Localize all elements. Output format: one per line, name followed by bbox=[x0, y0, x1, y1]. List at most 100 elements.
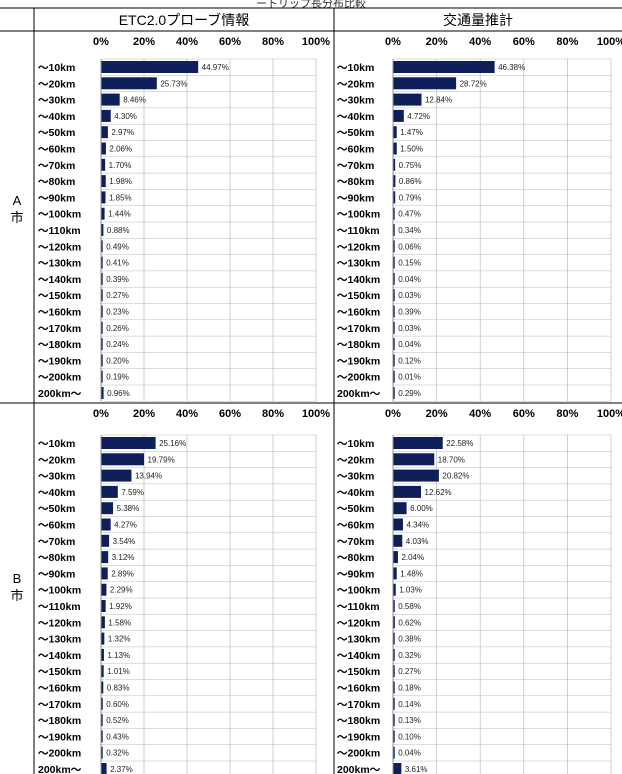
x-tick-label: 40% bbox=[469, 36, 491, 48]
data-label: 0.04% bbox=[398, 340, 421, 349]
data-label: 0.12% bbox=[398, 356, 421, 365]
bar bbox=[393, 616, 395, 629]
category-label: ～150km bbox=[38, 290, 81, 302]
bar bbox=[393, 175, 396, 188]
data-label: 2.29% bbox=[110, 586, 133, 595]
data-label: 25.73% bbox=[160, 79, 187, 88]
x-tick-label: 80% bbox=[556, 36, 578, 48]
row-label-a-line1: A bbox=[12, 193, 22, 208]
data-label: 0.47% bbox=[398, 210, 421, 219]
category-label: ～140km bbox=[38, 274, 81, 286]
category-label: ～90km bbox=[38, 192, 75, 204]
x-tick-label: 20% bbox=[426, 408, 448, 420]
category-label: ～30km bbox=[38, 95, 75, 107]
data-label: 2.97% bbox=[111, 128, 134, 137]
data-label: 0.06% bbox=[398, 242, 421, 251]
bar bbox=[101, 321, 103, 334]
bar bbox=[393, 387, 395, 399]
bar bbox=[101, 600, 106, 612]
category-label: ～180km bbox=[337, 339, 380, 351]
bar bbox=[393, 567, 397, 580]
category-label: ～80km bbox=[337, 176, 374, 188]
category-label: ～190km bbox=[38, 355, 81, 367]
data-label: 0.52% bbox=[106, 716, 129, 725]
category-label: ～70km bbox=[38, 536, 75, 548]
row-label-b: B 市 bbox=[0, 570, 34, 604]
data-label: 0.34% bbox=[398, 226, 421, 235]
category-label: ～160km bbox=[38, 307, 81, 319]
bar bbox=[101, 387, 104, 399]
bar bbox=[101, 207, 105, 220]
data-label: 3.61% bbox=[405, 765, 428, 774]
data-label: 1.01% bbox=[107, 667, 130, 676]
data-label: 0.10% bbox=[398, 732, 421, 741]
chart-panel-2: 0% 20% 40% 60% 80% 100% ～10km 25.16% ～20km 19.79%… bbox=[38, 408, 330, 774]
x-tick-label: 0% bbox=[385, 408, 401, 420]
category-label: ～20km bbox=[337, 78, 374, 90]
data-label: 0.26% bbox=[106, 324, 129, 333]
category-label: ～20km bbox=[337, 454, 374, 466]
category-label: ～50km bbox=[38, 127, 75, 139]
data-label: 0.58% bbox=[398, 602, 421, 611]
category-label: 200km～ bbox=[38, 388, 82, 400]
data-label: 1.85% bbox=[109, 193, 132, 202]
category-label: ～50km bbox=[38, 503, 75, 515]
data-label: 0.27% bbox=[106, 291, 129, 300]
column-header-etc: ETC2.0プローブ情報 bbox=[118, 12, 250, 28]
bar bbox=[393, 354, 395, 367]
bar bbox=[101, 534, 110, 547]
x-tick-label: 100% bbox=[597, 36, 622, 48]
data-label: 28.72% bbox=[460, 79, 487, 88]
bar bbox=[393, 485, 422, 498]
bar bbox=[393, 534, 403, 547]
category-label: ～120km bbox=[38, 241, 81, 253]
bar bbox=[393, 583, 396, 596]
bar bbox=[393, 61, 495, 73]
data-label: 7.59% bbox=[121, 488, 144, 497]
data-label: 1.92% bbox=[109, 602, 132, 611]
data-label: 13.94% bbox=[135, 472, 162, 481]
data-label: 0.27% bbox=[398, 667, 421, 676]
category-label: ～30km bbox=[337, 95, 374, 107]
category-label: ～200km bbox=[38, 372, 81, 384]
category-label: ～140km bbox=[38, 650, 81, 662]
bar bbox=[393, 518, 403, 531]
data-label: 4.03% bbox=[406, 537, 429, 546]
data-label: 0.79% bbox=[399, 193, 422, 202]
bar bbox=[393, 648, 395, 661]
data-label: 0.04% bbox=[398, 275, 421, 284]
data-label: 1.47% bbox=[400, 128, 423, 137]
data-label: 2.06% bbox=[109, 145, 132, 154]
category-label: ～90km bbox=[337, 192, 374, 204]
category-label: ～170km bbox=[337, 699, 380, 711]
bar bbox=[393, 338, 395, 351]
bar bbox=[393, 697, 395, 710]
bar bbox=[101, 158, 106, 171]
x-tick-label: 0% bbox=[93, 408, 109, 420]
data-label: 4.30% bbox=[114, 112, 137, 121]
category-label: ～120km bbox=[337, 617, 380, 629]
data-label: 5.38% bbox=[117, 504, 140, 513]
data-label: 0.14% bbox=[398, 700, 421, 709]
category-label: ～30km bbox=[337, 471, 374, 483]
category-label: ～200km bbox=[337, 748, 380, 760]
category-label: ～100km bbox=[337, 209, 380, 221]
category-label: ～170km bbox=[38, 323, 81, 335]
bar bbox=[101, 551, 109, 564]
data-label: 1.32% bbox=[108, 635, 131, 644]
x-tick-label: 80% bbox=[556, 408, 578, 420]
page-title: ートリップ長分布比較 bbox=[256, 0, 366, 10]
category-label: ～40km bbox=[337, 111, 374, 123]
chart-panel-1: 0% 20% 40% 60% 80% 100% ～10km 46.38% ～20km 28.72%… bbox=[337, 36, 622, 402]
data-label: 0.88% bbox=[107, 226, 130, 235]
category-label: ～110km bbox=[337, 225, 380, 237]
category-label: ～150km bbox=[38, 666, 81, 678]
bar bbox=[101, 567, 108, 580]
data-label: 0.03% bbox=[398, 324, 421, 333]
category-label: ～160km bbox=[337, 307, 380, 319]
data-label: 1.98% bbox=[109, 177, 132, 186]
bar bbox=[393, 714, 395, 727]
category-label: ～80km bbox=[337, 552, 374, 564]
bar bbox=[101, 109, 111, 122]
category-label: ～170km bbox=[337, 323, 380, 335]
